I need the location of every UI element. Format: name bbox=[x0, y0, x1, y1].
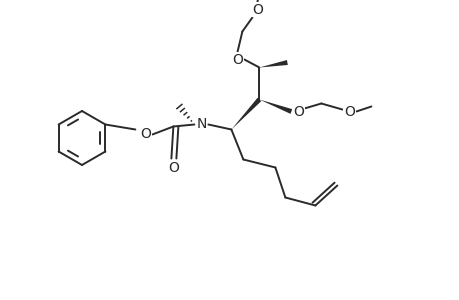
Text: O: O bbox=[231, 52, 242, 67]
Text: O: O bbox=[168, 160, 179, 175]
Text: N: N bbox=[196, 118, 206, 131]
Text: O: O bbox=[343, 104, 354, 118]
Polygon shape bbox=[259, 100, 291, 114]
Polygon shape bbox=[259, 60, 287, 68]
Text: O: O bbox=[140, 128, 151, 142]
Polygon shape bbox=[231, 98, 261, 130]
Text: O: O bbox=[252, 2, 262, 16]
Text: O: O bbox=[292, 104, 303, 118]
